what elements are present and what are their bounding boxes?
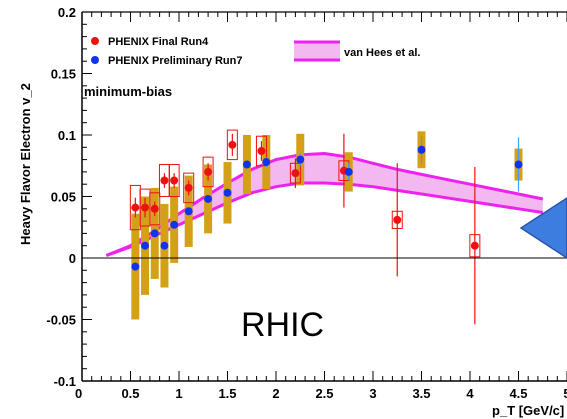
x-tick-label: 0.5 — [121, 386, 139, 401]
model-band-layer — [105, 151, 544, 257]
x-tick-label: 1.5 — [218, 386, 236, 401]
run7-point — [204, 194, 213, 203]
y-axis-title: Heavy Flavor Electron v_2 — [18, 83, 33, 245]
run4-point — [257, 146, 266, 155]
run7-point — [417, 145, 426, 154]
run7-point — [170, 220, 179, 229]
run4-point — [393, 215, 402, 224]
rhic-label: RHIC — [241, 306, 324, 344]
run7-point — [141, 241, 150, 250]
run7-point — [344, 167, 353, 176]
run4-systematic-box — [202, 156, 214, 188]
x-corner-label: 0 — [75, 386, 82, 401]
x-tick-label: 3.5 — [412, 386, 430, 401]
run4-point — [141, 203, 150, 212]
y-tick-label: 0.15 — [51, 67, 76, 82]
blue-arrow-shape — [519, 197, 567, 259]
run7-point — [296, 155, 305, 164]
run7-point — [160, 241, 169, 250]
run7-point — [223, 188, 232, 197]
run4-point — [470, 241, 479, 250]
x-tick-label: 4 — [466, 386, 474, 401]
axes-layer: -0.1 -0.05 0 0.05 0.1 0.15 0.2 0.5 1 1.5 2 2.5 3 3.5 4… — [46, 5, 567, 401]
run7-point — [184, 207, 193, 216]
x-tick-label: 3 — [369, 386, 376, 401]
run7-point — [514, 160, 523, 169]
model-band-lower-edge — [105, 181, 544, 257]
legend: PHENIX Final Run4 PHENIX Preliminary Run… — [91, 36, 420, 67]
y-tick-label: -0.05 — [46, 313, 76, 328]
x-tick-label: 2.5 — [315, 386, 333, 401]
run4-point — [291, 169, 300, 178]
legend-band-swatch — [294, 42, 340, 60]
run4-point — [160, 176, 169, 185]
run7-point — [242, 160, 251, 169]
run7-point — [131, 262, 140, 271]
y-tick-label: 0.1 — [58, 128, 76, 143]
model-band-fill — [106, 153, 543, 256]
data-point-layer — [131, 140, 523, 271]
run4-point — [150, 204, 159, 213]
y-tick-label: 0 — [69, 251, 76, 266]
x-tick-label: 4.5 — [509, 386, 527, 401]
run7-point — [150, 229, 159, 238]
centrality-label: minimum-bias — [84, 84, 172, 99]
x-tick-label: 1 — [175, 386, 182, 401]
run4-point — [228, 140, 237, 149]
legend-label-band: van Hees et al. — [344, 47, 420, 59]
run4-point — [170, 176, 179, 185]
x-axis-title: p_T [GeV/c] — [492, 403, 564, 418]
legend-marker-run7 — [91, 56, 99, 64]
run4-systematic-box — [255, 135, 267, 167]
legend-label-run4: PHENIX Final Run4 — [108, 36, 209, 48]
legend-marker-run4 — [91, 37, 99, 45]
x-tick-label: 2 — [272, 386, 279, 401]
x-tick-label: 5 — [563, 386, 567, 401]
legend-label-run7: PHENIX Preliminary Run7 — [108, 55, 243, 67]
run4-point — [184, 183, 193, 192]
run4-systematic-box — [149, 192, 161, 226]
y-tick-label: -0.1 — [54, 374, 76, 389]
run4-point — [204, 167, 213, 176]
y-tick-label: 0.2 — [58, 5, 76, 20]
run4-systematic-box — [226, 129, 238, 161]
run7-point — [262, 158, 271, 167]
run4-systematic-box — [168, 164, 180, 198]
y-tick-label: 0.05 — [51, 190, 76, 205]
run4-point — [131, 203, 140, 212]
run4-systematic-box — [183, 172, 195, 204]
model-band-upper-edge — [105, 151, 544, 257]
